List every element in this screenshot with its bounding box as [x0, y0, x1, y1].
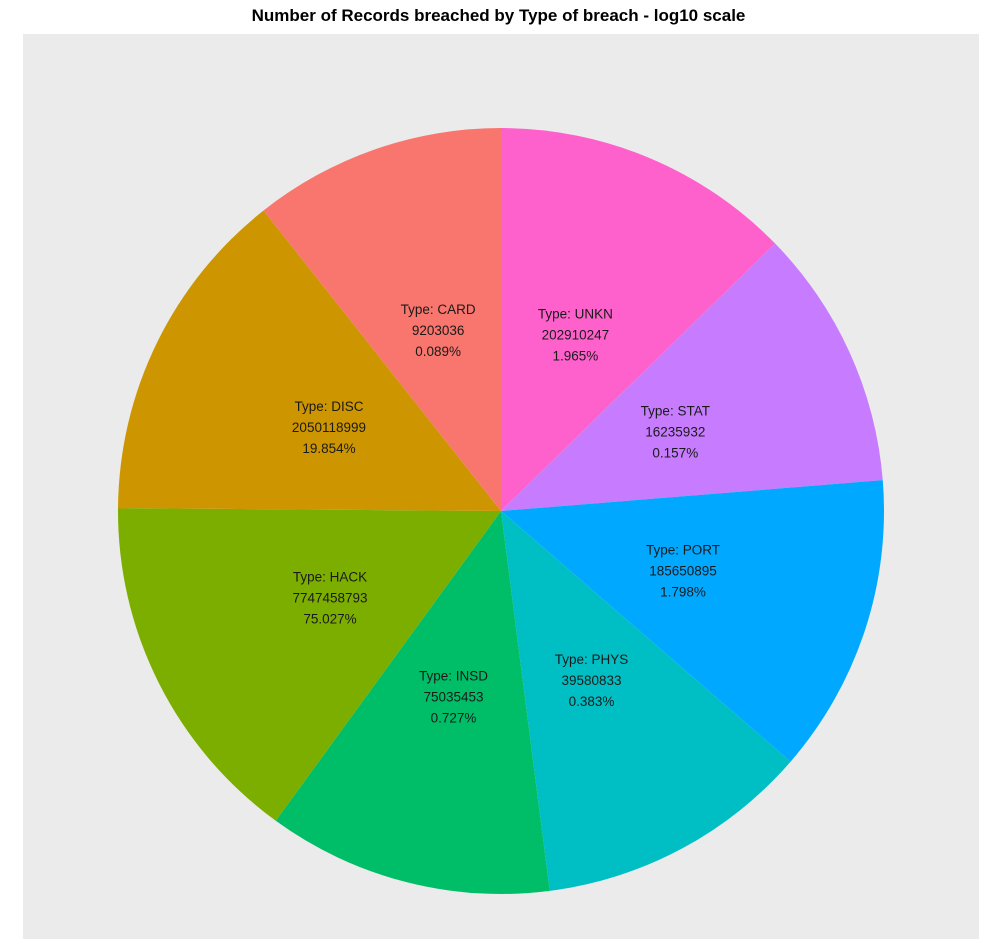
slice-records-label: 202910247 — [542, 328, 610, 343]
slice-percent-label: 1.798% — [660, 585, 706, 600]
slice-label-hack: Type: HACK 7747458793 75.027% — [292, 569, 367, 626]
slice-label-disc: Type: DISC 2050118999 19.854% — [292, 399, 366, 456]
slice-percent-label: 0.089% — [415, 344, 461, 359]
slice-type-label: Type: HACK — [293, 569, 367, 584]
slice-type-label: Type: INSD — [419, 669, 488, 684]
plot-panel: Type: UNKN 202910247 1.965% Type: STAT 16235… — [23, 34, 979, 939]
slice-records-label: 7747458793 — [292, 590, 367, 605]
pie-chart: Type: UNKN 202910247 1.965% Type: STAT 16235… — [23, 34, 979, 939]
slice-type-label: Type: CARD — [401, 302, 476, 317]
slice-percent-label: 0.383% — [569, 694, 615, 709]
slice-percent-label: 0.727% — [431, 711, 477, 726]
slice-records-label: 9203036 — [412, 323, 465, 338]
slice-type-label: Type: PORT — [646, 543, 720, 558]
slice-records-label: 2050118999 — [292, 420, 366, 435]
chart-title: Number of Records breached by Type of br… — [0, 6, 997, 26]
slice-records-label: 39580833 — [561, 673, 621, 688]
slice-type-label: Type: STAT — [641, 404, 710, 419]
slice-type-label: Type: PHYS — [555, 652, 629, 667]
slice-type-label: Type: UNKN — [538, 307, 613, 322]
slice-percent-label: 19.854% — [302, 441, 355, 456]
slice-records-label: 16235932 — [645, 425, 705, 440]
slices-layer — [118, 128, 884, 894]
slice-percent-label: 1.965% — [552, 349, 598, 364]
slice-type-label: Type: DISC — [294, 399, 363, 414]
slice-percent-label: 0.157% — [652, 446, 698, 461]
slice-records-label: 75035453 — [423, 690, 483, 705]
slice-percent-label: 75.027% — [303, 611, 356, 626]
slice-records-label: 185650895 — [649, 564, 717, 579]
